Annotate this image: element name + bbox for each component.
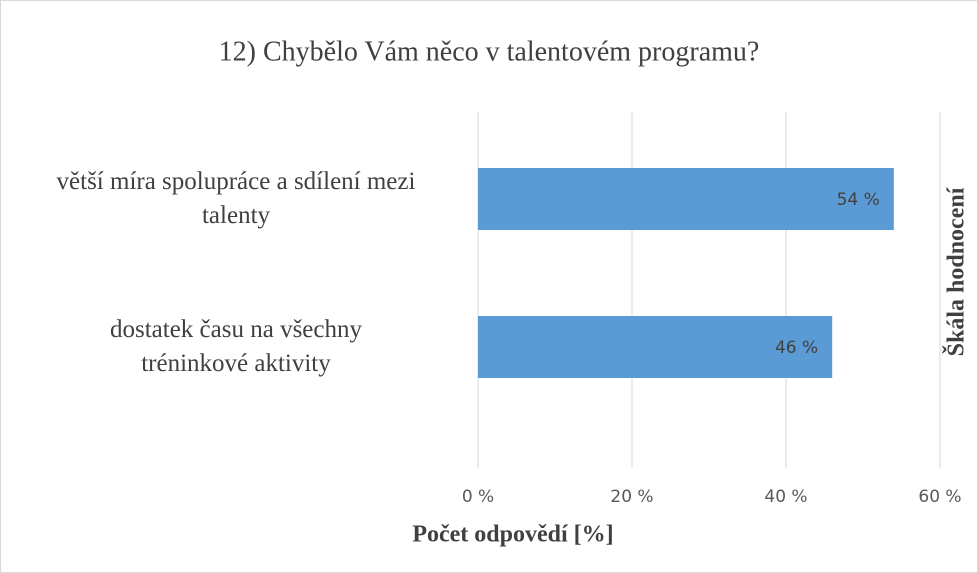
y-tick-label: větší míra spolupráce a sdílení mezi tal… — [56, 168, 416, 229]
y-tick-label: dostatek času na všechny tréninkové akti… — [109, 316, 362, 377]
chart-title: 12) Chybělo Vám něco v talentovém progra… — [219, 36, 760, 67]
bar — [478, 316, 833, 378]
x-tick-label: 40 % — [764, 487, 807, 507]
data-label: 46 % — [775, 338, 818, 358]
bar — [478, 168, 894, 230]
x-tick-label: 0 % — [462, 487, 494, 507]
data-label: 54 % — [837, 190, 880, 210]
x-axis-title: Počet odpovědí [%] — [412, 522, 613, 548]
x-tick-label: 60 % — [918, 487, 961, 507]
x-tick-label: 20 % — [610, 487, 653, 507]
y2-axis-title: Škála hodnocení — [943, 187, 970, 356]
